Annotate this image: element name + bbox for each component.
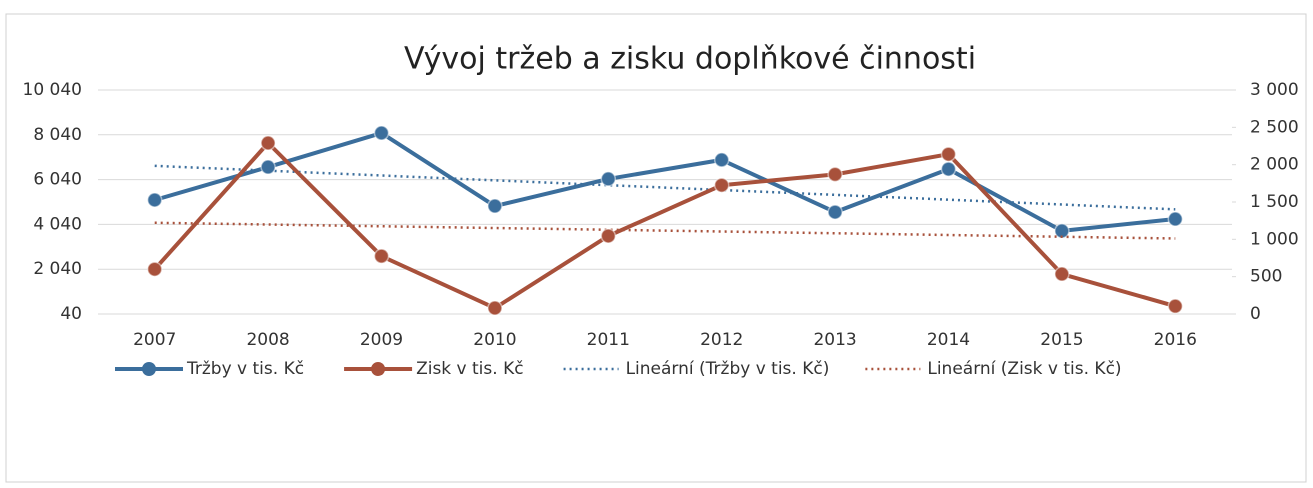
y2-tick-label: 2 000 [1250, 155, 1299, 175]
point [713, 177, 730, 193]
x-tick-label: 2015 [1040, 330, 1083, 350]
legend-label: Tržby v tis. Kč [186, 359, 304, 379]
legend-marker [142, 362, 156, 376]
x-tick-label: 2013 [813, 330, 856, 350]
y2-tick-label: 1 500 [1250, 192, 1299, 212]
x-tick-label: 2011 [587, 330, 630, 350]
point [940, 161, 957, 177]
point [600, 228, 617, 244]
x-tick-label: 2007 [133, 330, 176, 350]
series-line [153, 141, 1176, 311]
chart-frame [5, 13, 1307, 483]
y-tick-label: 8 040 [33, 125, 82, 145]
legend-label: Zisk v tis. Kč [416, 359, 524, 379]
y-tick-label: 40 [60, 304, 82, 324]
point [487, 198, 503, 214]
y-tick-label: 4 040 [33, 214, 82, 234]
x-tick-label: 2008 [246, 330, 289, 350]
y2-tick-label: 500 [1250, 267, 1282, 287]
y2-tick-label: 3 000 [1250, 80, 1299, 100]
x-tick-label: 2009 [360, 330, 403, 350]
trendline [154, 164, 1176, 211]
x-tick-label: 2014 [927, 330, 970, 350]
trendline [154, 221, 1176, 240]
series-line [154, 131, 1176, 233]
point [1167, 298, 1184, 314]
point [713, 152, 730, 168]
x-tick-label: 2012 [700, 330, 743, 350]
point [260, 159, 276, 175]
point [827, 166, 843, 183]
y-tick-label: 10 040 [23, 80, 82, 100]
legend-marker [371, 362, 386, 376]
y2-tick-label: 2 500 [1250, 117, 1299, 137]
chart-title: Vývoj tržeb a zisku doplňkové činnosti [404, 42, 976, 77]
point [146, 261, 163, 277]
point [373, 125, 390, 141]
y-tick-label: 2 040 [33, 259, 82, 279]
legend-label: Lineární (Tržby v tis. Kč) [626, 359, 830, 379]
point [146, 192, 163, 208]
point [373, 248, 390, 264]
point [600, 171, 617, 187]
point [487, 300, 503, 316]
point [940, 146, 957, 162]
point [1054, 266, 1070, 282]
point [260, 135, 276, 151]
point [827, 204, 843, 220]
y2-tick-label: 0 [1250, 304, 1261, 324]
legend-label: Lineární (Zisk v tis. Kč) [927, 359, 1121, 379]
y2-tick-label: 1 000 [1250, 229, 1299, 249]
x-tick-label: 2010 [473, 330, 516, 350]
x-tick-label: 2016 [1154, 330, 1197, 350]
point [1167, 211, 1184, 227]
y-tick-label: 6 040 [33, 170, 82, 190]
